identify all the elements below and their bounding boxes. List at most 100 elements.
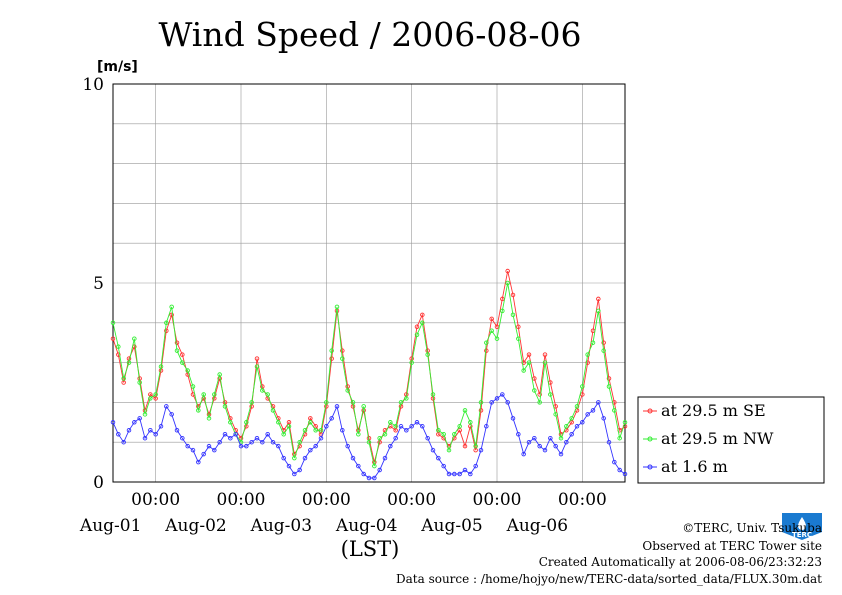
- data-point: [446, 447, 452, 453]
- data-point: [345, 443, 350, 449]
- data-point: [158, 364, 164, 369]
- y-tick-label: 5: [93, 274, 104, 294]
- data-point: [420, 320, 425, 326]
- footer-copyright: ©TERC, Univ. Tsukuba: [682, 521, 822, 535]
- data-point: [505, 280, 510, 286]
- data-point: [468, 420, 473, 425]
- data-point: [361, 404, 366, 409]
- data-point: [484, 340, 489, 345]
- data-point: [521, 368, 526, 373]
- data-point: [569, 431, 574, 437]
- data-point: [260, 439, 265, 445]
- data-point: [510, 292, 516, 298]
- data-point: [121, 376, 126, 381]
- data-point: [324, 424, 329, 429]
- data-point: [308, 447, 313, 453]
- data-point: [585, 412, 590, 417]
- x-axis-label: (LST): [341, 537, 400, 561]
- legend: at 29.5 m SE at 29.5 m NW at 1.6 m: [637, 396, 825, 484]
- data-point: [526, 439, 532, 445]
- footer-observed: Observed at TERC Tower site: [642, 539, 822, 553]
- data-point: [377, 435, 382, 441]
- terc-logo: TERC: [782, 513, 822, 540]
- data-point: [590, 408, 596, 413]
- series-2: [110, 392, 628, 481]
- data-point: [612, 408, 617, 413]
- data-point: [617, 435, 622, 441]
- data-point: [473, 463, 478, 469]
- data-point: [548, 392, 553, 397]
- data-point: [382, 431, 388, 437]
- legend-swatch-marker: [647, 464, 653, 470]
- data-point: [596, 400, 601, 405]
- data-point: [148, 428, 153, 433]
- data-point: [606, 384, 612, 389]
- data-point: [377, 467, 382, 473]
- data-point: [489, 400, 494, 405]
- data-point: [206, 416, 212, 421]
- data-point: [244, 420, 249, 425]
- x-tick-date-label: Aug-06: [506, 516, 568, 536]
- x-tick-time-label: 00:00: [217, 490, 266, 510]
- data-point: [206, 443, 212, 449]
- data-series: [110, 268, 628, 481]
- data-point: [110, 320, 116, 326]
- data-point: [462, 467, 468, 473]
- y-axis-label: [m/s]: [97, 59, 138, 75]
- legend-swatch-marker: [647, 436, 653, 442]
- x-tick-date-label: Aug-05: [420, 516, 482, 536]
- data-point: [334, 404, 340, 409]
- data-point: [121, 439, 126, 445]
- data-point: [425, 352, 430, 357]
- data-point: [212, 392, 217, 397]
- data-point: [505, 400, 510, 405]
- data-point: [350, 400, 356, 405]
- data-point: [164, 320, 169, 326]
- data-point: [308, 420, 313, 425]
- data-point: [398, 424, 404, 429]
- data-point: [596, 296, 601, 302]
- data-point: [340, 356, 345, 361]
- data-point: [356, 463, 361, 469]
- y-tick-label: 0: [93, 473, 104, 493]
- data-point: [356, 431, 361, 437]
- data-point: [452, 431, 457, 437]
- data-point: [414, 420, 420, 425]
- data-point: [462, 443, 468, 449]
- data-point: [542, 447, 548, 453]
- data-point: [265, 392, 270, 397]
- data-point: [164, 328, 169, 334]
- legend-swatch-marker: [647, 408, 653, 414]
- data-point: [281, 455, 286, 461]
- data-point: [372, 463, 377, 469]
- data-point: [574, 424, 580, 429]
- series-line: [112, 271, 626, 463]
- data-point: [164, 404, 169, 409]
- data-point: [270, 408, 276, 413]
- data-point: [185, 443, 190, 449]
- logo-drop: [798, 517, 806, 530]
- data-point: [398, 400, 404, 405]
- data-point: [569, 416, 574, 421]
- data-point: [142, 435, 148, 441]
- x-tick-time-label: 00:00: [131, 490, 180, 510]
- data-point: [281, 431, 286, 437]
- data-point: [297, 467, 302, 473]
- data-point: [478, 408, 484, 413]
- data-point: [500, 392, 505, 397]
- data-point: [302, 455, 308, 461]
- data-point: [553, 443, 558, 449]
- data-point: [425, 435, 430, 441]
- data-point: [244, 443, 249, 449]
- data-point: [404, 396, 409, 401]
- data-point: [409, 360, 414, 365]
- data-point: [212, 447, 217, 453]
- data-point: [254, 364, 260, 369]
- plot-frame: [112, 83, 626, 483]
- data-point: [564, 424, 569, 429]
- data-point: [302, 428, 308, 433]
- data-point: [601, 348, 606, 353]
- data-point: [329, 348, 334, 353]
- data-point: [382, 455, 388, 461]
